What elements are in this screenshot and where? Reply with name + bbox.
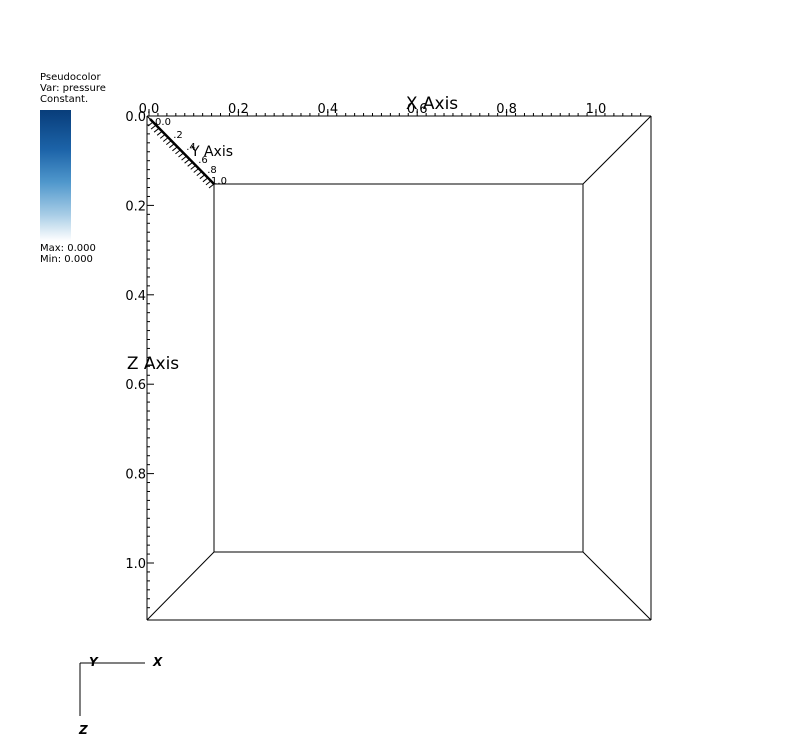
legend: Pseudocolor Var: pressure Constant. Max:…: [40, 72, 140, 265]
y-tick-mark: [175, 149, 181, 155]
x-tick-label: 0.4: [317, 102, 338, 117]
y-tick-mark: [156, 130, 163, 136]
y-tick-mark: [193, 168, 200, 173]
x-tick-label: 1.0: [586, 102, 607, 117]
y-tick-label: 0.0: [155, 117, 171, 128]
legend-min: Min: 0.000: [40, 254, 93, 265]
triad-x-label: X: [152, 655, 163, 669]
y-tick-mark: [162, 137, 169, 142]
y-tick-label: .2: [173, 130, 183, 141]
legend-variable: Var: pressure: [40, 83, 106, 94]
y-tick-mark: [169, 143, 175, 149]
y-tick-label: .8: [207, 165, 217, 176]
box-diag-bl: [146, 551, 215, 621]
x-tick-label: 0.0: [139, 102, 160, 117]
y-tick-mark: [178, 152, 184, 158]
z-tick-label: 0.4: [125, 289, 146, 304]
legend-note: Constant.: [40, 94, 89, 105]
y-tick-mark: [205, 180, 212, 186]
y-tick-mark: [208, 183, 215, 189]
z-tick-label: 0.0: [125, 110, 146, 125]
x-tick-label: 0.6: [407, 102, 428, 117]
z-tick-label: 0.2: [125, 199, 146, 214]
y-tick-label: .6: [198, 155, 208, 166]
y-tick-mark: [196, 171, 203, 176]
box-diag-br: [582, 551, 652, 621]
y-tick-mark: [202, 177, 209, 183]
z-tick-label: 0.8: [125, 468, 146, 483]
y-tick-mark: [199, 174, 206, 180]
colorbar: [40, 110, 71, 241]
y-tick-mark: [165, 140, 172, 145]
y-tick-mark: [190, 165, 197, 170]
y-tick-mark: [187, 161, 193, 167]
triad-y-label: Y: [89, 655, 99, 669]
legend-max: Max: 0.000: [40, 243, 96, 254]
y-tick-mark: [159, 134, 166, 139]
x-axis-title: X Axis: [406, 94, 458, 114]
y-tick-mark: [153, 127, 160, 133]
z-tick-label: 1.0: [125, 557, 146, 572]
y-tick-mark: [181, 155, 187, 161]
y-axis-ticks: 0.0.2.4.6.81.0: [147, 117, 227, 189]
y-tick-mark: [147, 121, 154, 127]
x-axis-ticks: 0.0 0.2 0.4 0.6 0.8 1.0: [139, 102, 642, 117]
y-axis-title: Y Axis: [190, 144, 233, 160]
triad-z-label: Z: [78, 723, 88, 737]
y-axis-line: [149, 118, 215, 185]
x-tick-label: 0.2: [228, 102, 249, 117]
x-tick-label: 0.8: [496, 102, 517, 117]
z-axis-title: Z Axis: [127, 354, 179, 374]
z-tick-label: 0.6: [125, 378, 146, 393]
y-tick-mark: [172, 146, 178, 152]
legend-minmax: Max: 0.000 Min: 0.000: [40, 243, 96, 265]
box-diag-tr: [582, 115, 652, 185]
y-tick-label: .4: [186, 142, 196, 153]
y-tick-label: 1.0: [211, 176, 227, 187]
legend-plot-type: Pseudocolor: [40, 72, 101, 83]
y-tick-mark: [150, 124, 157, 130]
y-tick-mark: [184, 158, 190, 164]
z-axis-ticks: 0.0 0.2 0.4 0.6 0.8 1.0: [125, 110, 154, 609]
